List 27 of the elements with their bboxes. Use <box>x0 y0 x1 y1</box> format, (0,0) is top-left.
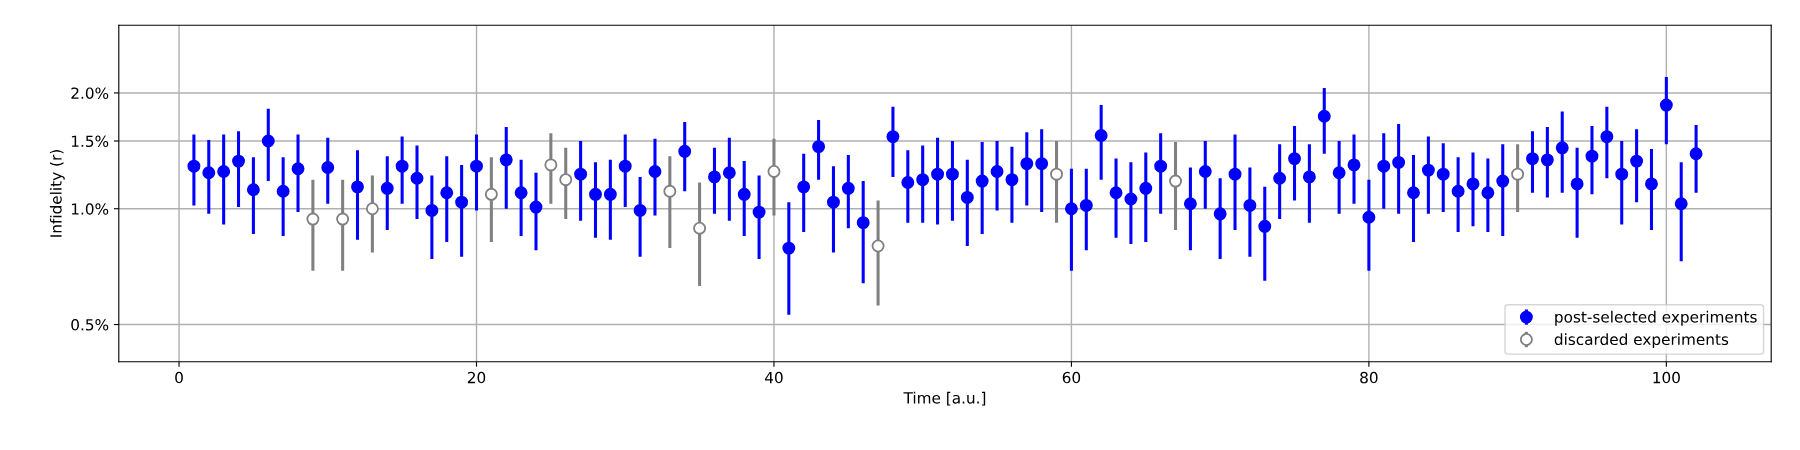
x-tick-label: 80 <box>1360 371 1378 384</box>
y-tick-label: 1.5% <box>71 135 109 148</box>
y-axis-title: Infidelity (r) <box>49 150 65 237</box>
legend-label: post-selected experiments <box>1555 310 1757 326</box>
y-tick-label: 0.5% <box>71 318 109 331</box>
point <box>484 187 498 201</box>
x-tick-label: 20 <box>467 371 486 384</box>
x-tick-label: 60 <box>1062 371 1081 384</box>
y-tick-label: 2.0% <box>71 87 109 99</box>
point <box>663 184 677 198</box>
point <box>306 212 320 226</box>
point <box>767 164 781 178</box>
point <box>559 173 573 187</box>
point <box>871 239 885 253</box>
point <box>1511 167 1525 181</box>
point <box>336 212 350 226</box>
x-tick-label: 100 <box>1653 371 1680 384</box>
point <box>544 158 558 172</box>
point <box>1050 167 1064 181</box>
point <box>365 202 379 216</box>
point <box>1169 174 1182 188</box>
x-tick-label: 40 <box>764 371 783 384</box>
legend-label: discarded experiments <box>1554 333 1729 349</box>
y-tick-label: 1.0% <box>71 203 109 215</box>
x-axis-title: Time [a.u.] <box>903 391 986 406</box>
x-tick-label: 0 <box>175 371 183 384</box>
point <box>693 221 707 235</box>
